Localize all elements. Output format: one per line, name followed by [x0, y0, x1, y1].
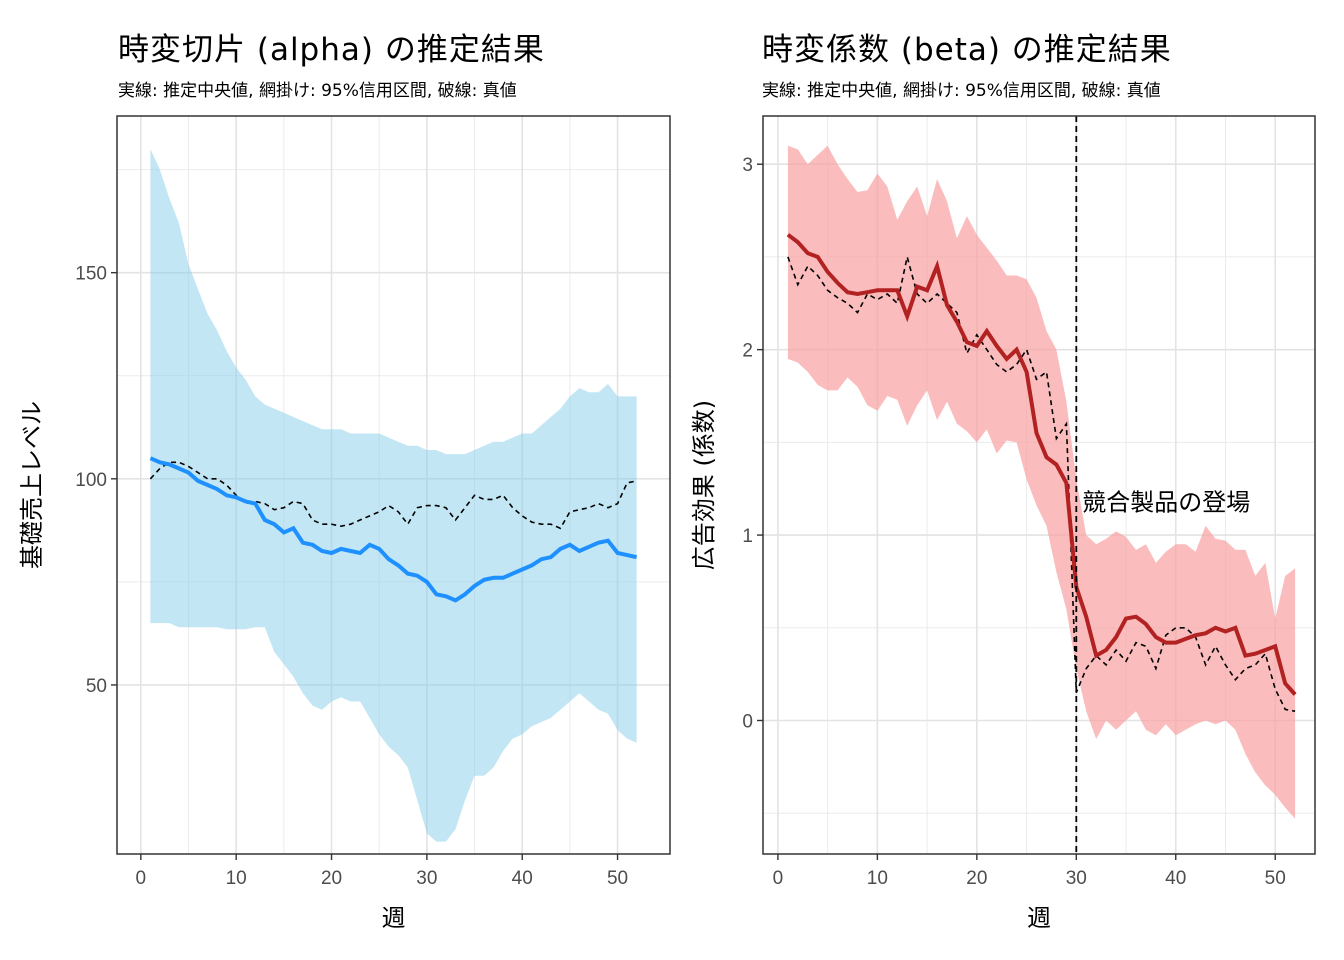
x-axis-title: 週: [1027, 904, 1051, 932]
chart-panel-2: 競合製品の登場 0 10 20 30 40 50 0 1 2 3 週 広告効果 (係数): [690, 115, 1316, 932]
panel-1-subtitle: 実線: 推定中央値, 網掛け: 95%信用区間, 破線: 真値: [118, 81, 517, 101]
x-tick-label: 10: [867, 868, 888, 889]
x-tick-label: 0: [136, 868, 147, 889]
x-tick-label: 50: [607, 868, 628, 889]
x-tick-label: 40: [512, 868, 533, 889]
y-axis-title: 広告効果 (係数): [690, 400, 718, 570]
y-tick-label: 50: [86, 676, 107, 697]
x-tick-label: 20: [966, 868, 987, 889]
true-value-line: [149, 461, 637, 530]
panel-border: [116, 115, 671, 855]
y-tick-label: 150: [75, 264, 107, 285]
median-estimate-line: [786, 233, 1297, 696]
true-value-line: [787, 256, 1296, 712]
panel-2-subtitle: 実線: 推定中央値, 網掛け: 95%信用区間, 破線: 真値: [762, 81, 1161, 101]
y-tick-label: 3: [742, 155, 753, 176]
y-tick-label: 1: [742, 526, 753, 547]
y-tick-label: 0: [742, 711, 753, 732]
panel-border: [762, 115, 1316, 855]
panel-1-title: 時変切片 (alpha) の推定結果: [118, 32, 545, 68]
x-tick-label: 30: [416, 868, 437, 889]
x-tick-label: 0: [773, 868, 784, 889]
median-estimate-line: [149, 456, 638, 603]
x-tick-label: 20: [321, 868, 342, 889]
x-tick-label: 30: [1066, 868, 1087, 889]
x-tick-label: 10: [226, 868, 247, 889]
credible-interval-band: [787, 145, 1296, 819]
chart-panel-1: 0 10 20 30 40 50 50 100 150 週 基礎売上レベル: [18, 115, 671, 932]
x-tick-label: 40: [1165, 868, 1186, 889]
event-annotation: 競合製品の登場: [1082, 489, 1250, 517]
x-tick-label: 50: [1265, 868, 1286, 889]
panel-2-title: 時変係数 (beta) の推定結果: [762, 32, 1172, 68]
x-axis-title: 週: [382, 904, 406, 932]
y-axis-title: 基礎売上レベル: [18, 401, 46, 569]
y-tick-label: 100: [75, 470, 107, 491]
credible-interval-band: [150, 149, 637, 842]
y-tick-label: 2: [742, 341, 753, 362]
